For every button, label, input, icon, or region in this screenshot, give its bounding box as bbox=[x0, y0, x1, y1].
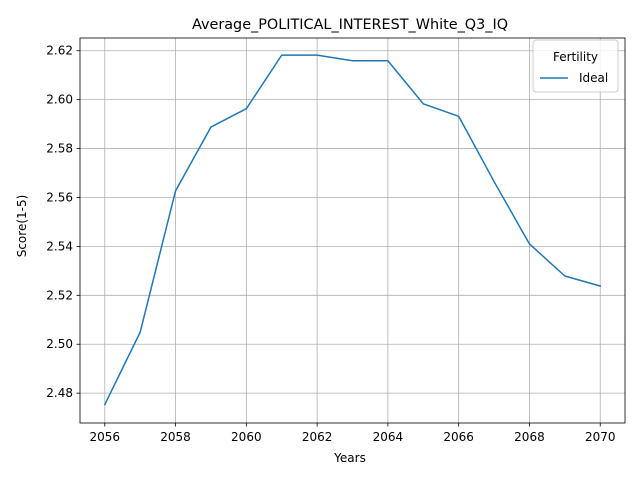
series-layer bbox=[103, 54, 602, 406]
y-axis-label: Score(1-5) bbox=[15, 195, 29, 258]
y-tick-label: 2.54 bbox=[46, 239, 73, 253]
legend-box bbox=[532, 39, 619, 93]
x-axis-label: Years bbox=[333, 451, 366, 465]
x-tick-label: 2062 bbox=[302, 430, 333, 444]
y-tick-label: 2.56 bbox=[46, 190, 73, 204]
x-tick-label: 2068 bbox=[514, 430, 545, 444]
x-tick-label: 2064 bbox=[373, 430, 404, 444]
legend-title: Fertility bbox=[553, 50, 598, 64]
y-tick-label: 2.52 bbox=[46, 288, 73, 302]
legend-label-ideal: Ideal bbox=[579, 71, 608, 85]
x-tick-label: 2060 bbox=[231, 430, 262, 444]
y-tick-label: 2.58 bbox=[46, 142, 73, 156]
grid bbox=[80, 38, 625, 423]
y-tick-label: 2.48 bbox=[46, 386, 73, 400]
legend: Fertility Ideal bbox=[532, 39, 619, 93]
x-tick-label: 2066 bbox=[443, 430, 474, 444]
series-line-ideal bbox=[103, 54, 602, 406]
y-tick-label: 2.60 bbox=[46, 93, 73, 107]
chart-title: Average_POLITICAL_INTEREST_White_Q3_IQ bbox=[192, 17, 508, 33]
x-tick-label: 2070 bbox=[585, 430, 616, 444]
y-tick-label: 2.50 bbox=[46, 337, 73, 351]
x-axis: 2056 2058 2060 2062 2064 2066 2068 2070 bbox=[89, 423, 616, 444]
y-tick-label: 2.62 bbox=[46, 44, 73, 58]
y-axis: 2.48 2.50 2.52 2.54 2.56 2.58 2.60 2.62 bbox=[46, 44, 80, 400]
x-tick-label: 2056 bbox=[89, 430, 120, 444]
plot-frame bbox=[79, 37, 626, 424]
x-tick-label: 2058 bbox=[160, 430, 191, 444]
